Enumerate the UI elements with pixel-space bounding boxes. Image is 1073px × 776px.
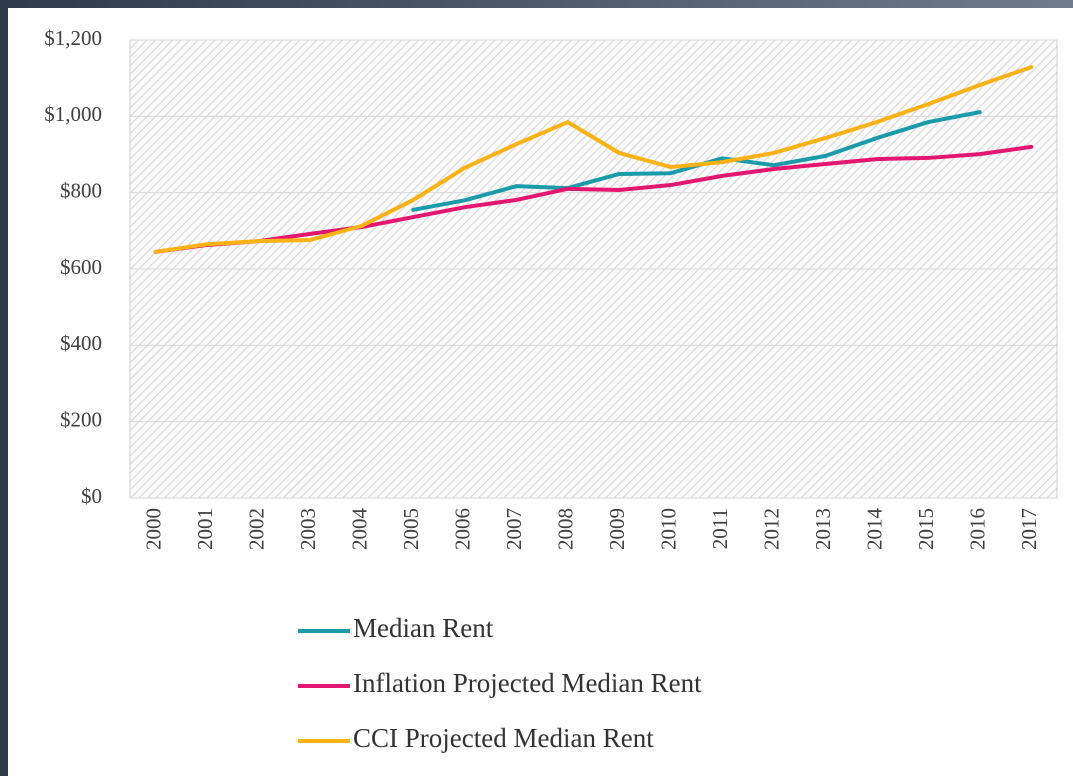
x-tick-label: 2005: [399, 508, 423, 550]
series-line: [153, 65, 1034, 254]
x-tick-label: 2004: [348, 508, 372, 551]
x-tick-label: 2006: [451, 508, 475, 550]
legend-label: Median Rent: [353, 613, 494, 643]
x-tick-label: 2003: [296, 508, 320, 550]
legend-label: CCI Projected Median Rent: [353, 723, 654, 753]
y-tick-label: $400: [60, 331, 102, 355]
x-tick-label: 2002: [245, 508, 269, 550]
x-tick-label: 2010: [657, 508, 681, 550]
x-tick-label: 2013: [811, 508, 835, 550]
x-tick-label: 2008: [554, 508, 578, 550]
y-tick-label: $200: [60, 407, 102, 431]
x-tick-label: 2015: [914, 508, 938, 550]
legend-label: Inflation Projected Median Rent: [353, 668, 702, 698]
y-tick-label: $0: [81, 484, 102, 508]
y-tick-label: $600: [60, 255, 102, 279]
y-tick-label: $1,000: [44, 102, 102, 126]
y-tick-label: $800: [60, 178, 102, 202]
x-tick-label: 2009: [605, 508, 629, 550]
x-tick-label: 2011: [708, 508, 732, 549]
x-tick-label: 2012: [760, 508, 784, 550]
x-tick-label: 2016: [966, 508, 990, 550]
series-line: [153, 144, 1034, 254]
x-tick-label: 2007: [502, 508, 526, 550]
x-tick-label: 2000: [142, 508, 166, 550]
y-tick-label: $1,200: [44, 26, 102, 50]
frame-left: [0, 0, 8, 776]
frame-top: [0, 0, 1073, 8]
x-tick-label: 2001: [193, 508, 217, 550]
x-tick-label: 2014: [863, 508, 887, 551]
x-tick-label: 2017: [1017, 508, 1041, 550]
